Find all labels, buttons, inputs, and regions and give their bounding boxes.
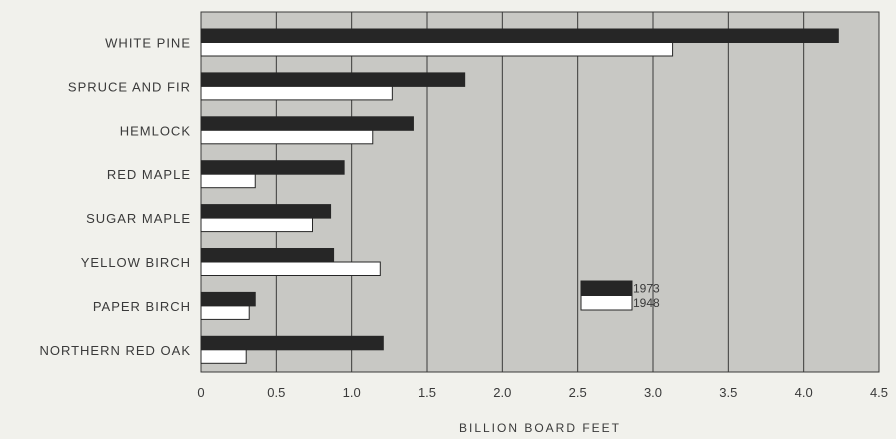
bar-1973 [200,116,414,131]
legend-swatch-1973 [580,280,633,296]
bar-1948 [200,217,313,233]
category-label: YELLOW BIRCH [81,255,191,270]
category-label: PAPER BIRCH [93,299,191,314]
gridlines [275,12,805,372]
legend-swatch-1948 [580,295,633,311]
plot-area [200,11,880,373]
x-tick-label: 1.0 [343,385,361,400]
x-tick-label: 2.5 [569,385,587,400]
x-tick-label: 0 [197,385,204,400]
category-label: RED MAPLE [107,167,191,182]
x-tick-label: 1.5 [418,385,436,400]
bar-1973 [200,160,345,175]
bar-1973 [200,335,384,351]
category-labels: WHITE PINE SPRUCE AND FIR HEMLOCK RED MAPLE… [39,36,191,358]
x-tick-label: 2.0 [493,385,511,400]
bar-1973 [200,291,256,307]
bar-1973 [200,248,335,263]
x-tick-label: 3.0 [644,385,662,400]
legend-label-1948: 1948 [633,296,660,310]
bars [200,28,839,364]
x-tick-label: 4.5 [870,385,888,400]
legend-label-1973: 1973 [633,282,660,296]
bar-1948 [200,173,256,189]
category-label: HEMLOCK [120,123,191,138]
x-tick-label: 4.0 [795,385,813,400]
bar-1948 [200,305,250,320]
bar-1973 [200,28,839,43]
bar-1948 [200,261,381,276]
legend: 1973 1948 [580,280,660,311]
x-tick-labels: 0 0.5 1.0 1.5 2.0 2.5 3.0 3.5 4.0 4.5 [197,385,888,400]
bar-1948 [200,129,374,145]
category-label: SUGAR MAPLE [86,211,191,226]
bar-1973 [200,72,466,87]
x-axis-title: BILLION BOARD FEET [459,421,621,435]
bar-1948 [200,85,393,101]
category-label: SPRUCE AND FIR [68,79,191,94]
category-label: NORTHERN RED OAK [39,343,191,358]
x-tick-label: 3.5 [719,385,737,400]
x-tick-label: 0.5 [267,385,285,400]
category-label: WHITE PINE [105,36,191,51]
bar-1973 [200,204,332,219]
bar-1948 [200,349,247,364]
bar-1948 [200,42,674,57]
